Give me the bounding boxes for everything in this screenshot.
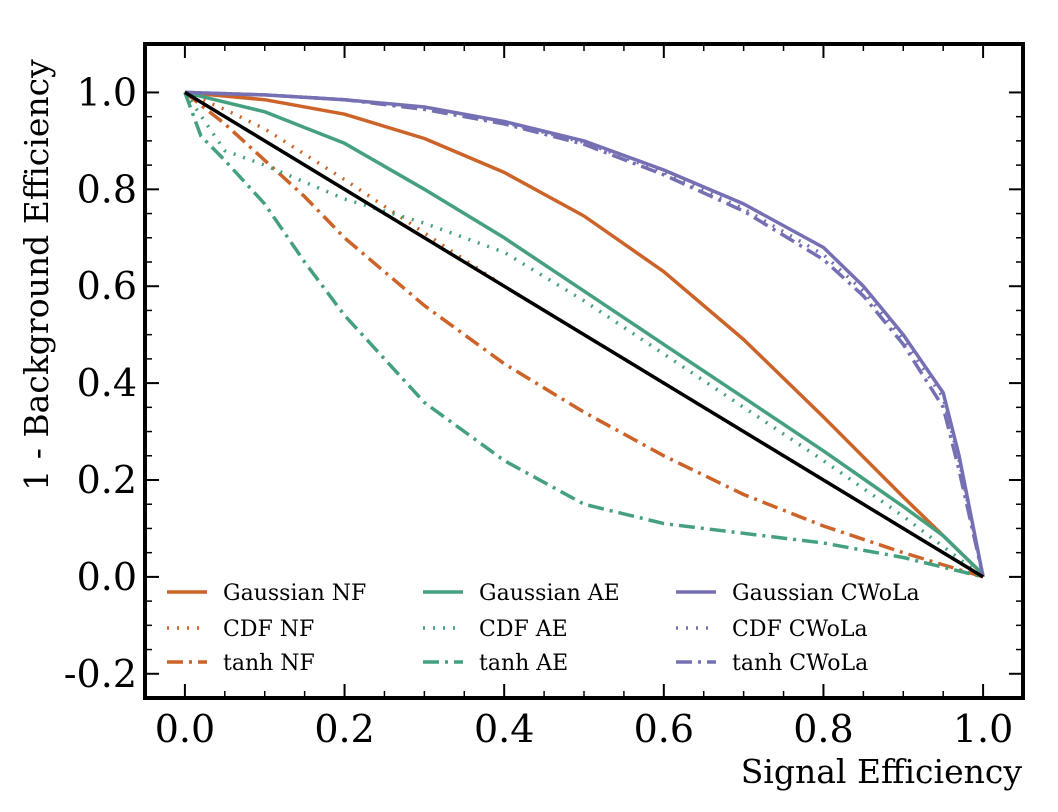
- series-line-tanh-cwola: [184, 90, 985, 578]
- random-reference-line: [183, 90, 985, 579]
- y-tick-label: 0.6: [77, 264, 137, 308]
- x-tick-label: 1.0: [953, 707, 1013, 751]
- plot-area: [143, 42, 1025, 700]
- legend-label: Gaussian CWoLa: [732, 581, 920, 606]
- series-line-tanh-nf: [183, 91, 984, 579]
- series-line-gaussian-ae: [184, 90, 985, 576]
- series-line-gaussian-nf: [184, 90, 985, 576]
- x-tick-label: 0.2: [314, 707, 374, 751]
- y-tick-label: -0.2: [64, 652, 137, 696]
- x-tick-label: 0.4: [474, 707, 534, 751]
- legend-label: Gaussian NF: [223, 581, 366, 606]
- legend-label: tanh CWoLa: [732, 651, 868, 676]
- y-tick-label: 0.8: [77, 167, 137, 211]
- y-tick-label: 0.2: [77, 458, 137, 502]
- legend-label: tanh NF: [223, 651, 315, 676]
- legend-label: CDF CWoLa: [732, 617, 868, 642]
- axis-ticks: 0.0 0.2 0.4 0.6 0.8 1.0 -0.2 0.0 0.2 0.4 0.6 0.8 1.0: [64, 44, 1023, 751]
- y-tick-label: 0.0: [77, 555, 137, 599]
- legend-label: CDF AE: [479, 617, 568, 642]
- plot-frame: [143, 42, 1025, 700]
- x-axis-label: Signal Efficiency: [741, 752, 1023, 791]
- y-axis-label: 1 - Background Efficiency: [17, 59, 56, 491]
- x-tick-label: 0.6: [634, 707, 694, 751]
- series-line-gaussian-cwola: [184, 90, 985, 578]
- legend: Gaussian NF CDF NF tanh NF Gaussian AE CDF A…: [167, 581, 920, 676]
- y-tick-label: 0.4: [77, 361, 137, 405]
- series-layer: [183, 90, 985, 579]
- y-tick-label: 1.0: [77, 70, 137, 114]
- x-tick-label: 0.8: [793, 707, 853, 751]
- series-line-tanh-ae: [183, 91, 984, 579]
- legend-label: Gaussian AE: [479, 581, 620, 606]
- legend-label: CDF NF: [223, 617, 314, 642]
- legend-label: tanh AE: [479, 651, 568, 676]
- x-tick-label: 0.0: [155, 707, 215, 751]
